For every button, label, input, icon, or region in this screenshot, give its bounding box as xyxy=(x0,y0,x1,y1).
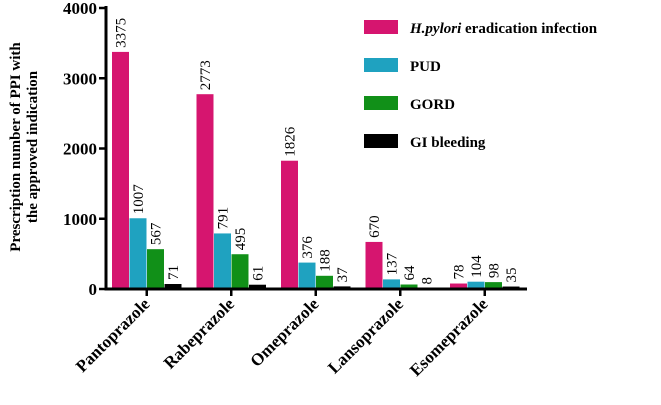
legend-swatch-series-4 xyxy=(364,134,398,148)
legend-label-series-1: H.pylori eradication infection xyxy=(409,21,598,37)
data-label-rabeprazole-series-1: 2773 xyxy=(198,60,214,90)
data-label-omeprazole-series-4: 37 xyxy=(335,267,351,283)
legend-label-series-2: PUD xyxy=(410,59,441,75)
bar-omeprazole-series-1 xyxy=(281,160,298,289)
category-label-esomeprazole: Esomeprazole xyxy=(406,294,492,380)
data-label-omeprazole-series-1: 1826 xyxy=(283,126,299,157)
legend: H.pylori eradication infection PUD GORD GI … xyxy=(364,20,598,151)
bar-rabeprazole-series-2 xyxy=(214,233,231,289)
data-label-lansoprazole-series-3: 64 xyxy=(402,265,418,281)
y-tick-label: 4000 xyxy=(63,0,97,18)
data-label-lansoprazole-series-2: 137 xyxy=(385,252,401,275)
data-label-pantoprazole-series-3: 567 xyxy=(149,222,165,245)
data-label-omeprazole-series-2: 376 xyxy=(300,236,316,259)
legend-label-series-4: GI bleeding xyxy=(410,135,486,151)
bar-rabeprazole-series-1 xyxy=(196,94,214,289)
bar-pantoprazole-series-3 xyxy=(147,249,164,289)
data-label-esomeprazole-series-2: 104 xyxy=(469,255,485,278)
bar-esomeprazole-series-1 xyxy=(450,283,467,289)
data-label-pantoprazole-series-2: 1007 xyxy=(131,184,147,215)
data-label-esomeprazole-series-3: 98 xyxy=(487,263,503,278)
y-axis-title: Prescription number of PPI with the appr… xyxy=(8,42,41,252)
bar-esomeprazole-series-2 xyxy=(467,281,485,289)
data-label-lansoprazole-series-4: 8 xyxy=(420,277,436,285)
category-label-omeprazole: Omeprazole xyxy=(246,294,323,371)
bar-lansoprazole-series-3 xyxy=(400,284,418,289)
bar-omeprazole-series-2 xyxy=(298,262,316,289)
legend-swatch-series-1 xyxy=(364,20,398,34)
data-label-pantoprazole-series-4: 71 xyxy=(166,265,182,280)
bar-rabeprazole-series-3 xyxy=(231,254,249,289)
data-label-lansoprazole-series-1: 670 xyxy=(367,215,383,238)
data-label-pantoprazole-series-1: 3375 xyxy=(114,18,130,48)
y-tick-label: 3000 xyxy=(63,69,97,88)
bar-esomeprazole-series-3 xyxy=(485,282,502,289)
bar-pantoprazole-series-1 xyxy=(112,51,129,289)
bars xyxy=(112,51,520,290)
bar-lansoprazole-series-2 xyxy=(383,279,400,289)
bar-pantoprazole-series-4 xyxy=(164,284,182,289)
legend-swatch-series-2 xyxy=(364,58,398,72)
y-axis-title-line-2: the approved indication xyxy=(25,70,41,223)
y-tick-label: 1000 xyxy=(63,210,97,229)
category-label-pantoprazole: Pantoprazole xyxy=(72,294,154,376)
legend-swatch-series-3 xyxy=(364,96,398,110)
data-label-rabeprazole-series-4: 61 xyxy=(251,266,267,281)
bar-omeprazole-series-3 xyxy=(316,275,333,289)
data-label-rabeprazole-series-2: 791 xyxy=(216,207,232,230)
y-tick-label: 2000 xyxy=(63,140,97,159)
bar-pantoprazole-series-2 xyxy=(129,218,147,289)
category-label-lansoprazole: Lansoprazole xyxy=(324,294,407,377)
bar-rabeprazole-series-4 xyxy=(249,284,266,289)
data-label-rabeprazole-series-3: 495 xyxy=(233,228,249,251)
data-label-esomeprazole-series-1: 78 xyxy=(452,265,468,280)
bar-lansoprazole-series-1 xyxy=(365,241,383,289)
category-label-rabeprazole: Rabeprazole xyxy=(160,294,239,373)
y-tick-label: 0 xyxy=(89,280,98,299)
legend-label-series-3: GORD xyxy=(410,97,455,113)
y-axis-title-line-1: Prescription number of PPI with xyxy=(8,42,24,252)
data-label-esomeprazole-series-4: 35 xyxy=(504,268,520,283)
data-label-omeprazole-series-3: 188 xyxy=(318,249,334,272)
